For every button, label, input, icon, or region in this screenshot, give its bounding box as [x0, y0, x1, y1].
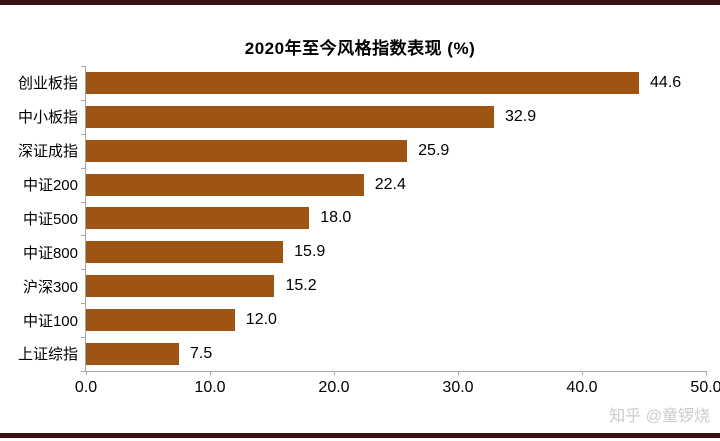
y-axis-tick	[81, 269, 86, 271]
x-axis-tick	[582, 371, 583, 375]
category-label: 创业板指	[17, 75, 78, 93]
x-axis-tick	[334, 371, 335, 375]
category-label: 上证综指	[17, 346, 78, 364]
bar	[86, 71, 640, 94]
y-axis-tick	[81, 337, 86, 339]
watermark: 知乎 @童锣烧	[609, 408, 710, 425]
category-label: 中证200	[22, 177, 78, 195]
value-label: 12.0	[245, 311, 277, 329]
bar	[86, 275, 275, 298]
category-label: 中证100	[22, 312, 78, 330]
y-axis-tick	[81, 235, 86, 237]
y-axis-tick	[81, 133, 86, 135]
bar-row: 中证200 22.4	[23, 168, 706, 202]
x-tick-label: 0.0	[74, 379, 98, 396]
chart-title: 2020年至今风格指数表现 (%)	[244, 39, 476, 58]
x-axis-tick	[706, 371, 707, 375]
bar	[86, 309, 235, 332]
category-label: 沪深300	[22, 278, 78, 296]
bar-row: 上证综指 7.5	[18, 337, 706, 371]
value-label: 22.4	[374, 175, 406, 193]
bottom-border-band	[0, 433, 720, 438]
y-axis-tick	[81, 303, 86, 305]
bar-row: 深证成指 25.9	[18, 134, 706, 168]
y-axis-tick	[81, 66, 86, 67]
y-axis-tick	[81, 167, 86, 169]
bar-row: 创业板指 44.6	[18, 66, 706, 100]
value-label: 7.5	[190, 344, 213, 362]
bar	[86, 105, 494, 128]
bar	[86, 139, 408, 162]
bar-row: 中证500 18.0	[23, 202, 706, 236]
bar-row: 中证800 15.9	[23, 235, 706, 269]
bar-row: 中证100 12.0	[23, 303, 706, 337]
bar-row: 沪深300 15.2	[23, 269, 706, 303]
value-label: 44.6	[650, 73, 682, 91]
value-label: 32.9	[504, 107, 537, 125]
value-label: 25.9	[418, 141, 450, 159]
y-axis-tick	[81, 99, 86, 101]
x-axis-tick	[210, 371, 211, 375]
category-label: 中证500	[22, 210, 78, 228]
value-label: 18.0	[320, 209, 352, 227]
x-axis-tick	[458, 371, 459, 375]
category-label: 中证800	[22, 244, 78, 262]
plot-area: 创业板指 44.6 中小板指 32.9 深证成指 25.9 中证200 22.4…	[18, 66, 720, 396]
y-axis-tick	[81, 371, 86, 372]
x-tick-label: 20.0	[318, 379, 350, 396]
bar	[86, 342, 179, 365]
x-tick-label: 50.0	[690, 379, 720, 396]
category-label: 中小板指	[17, 109, 78, 127]
bar	[86, 241, 284, 264]
x-tick-label: 30.0	[442, 379, 474, 396]
top-border-band	[0, 0, 720, 5]
value-label: 15.2	[285, 277, 317, 295]
bar-row: 中小板指 32.9	[18, 100, 706, 134]
bar	[86, 173, 364, 196]
value-label: 15.9	[294, 243, 326, 261]
y-axis-tick	[81, 201, 86, 203]
bar	[86, 207, 310, 230]
x-tick-label: 10.0	[194, 379, 226, 396]
x-tick-label: 40.0	[566, 379, 598, 396]
x-axis-tick	[86, 371, 87, 375]
category-label: 深证成指	[17, 143, 78, 161]
